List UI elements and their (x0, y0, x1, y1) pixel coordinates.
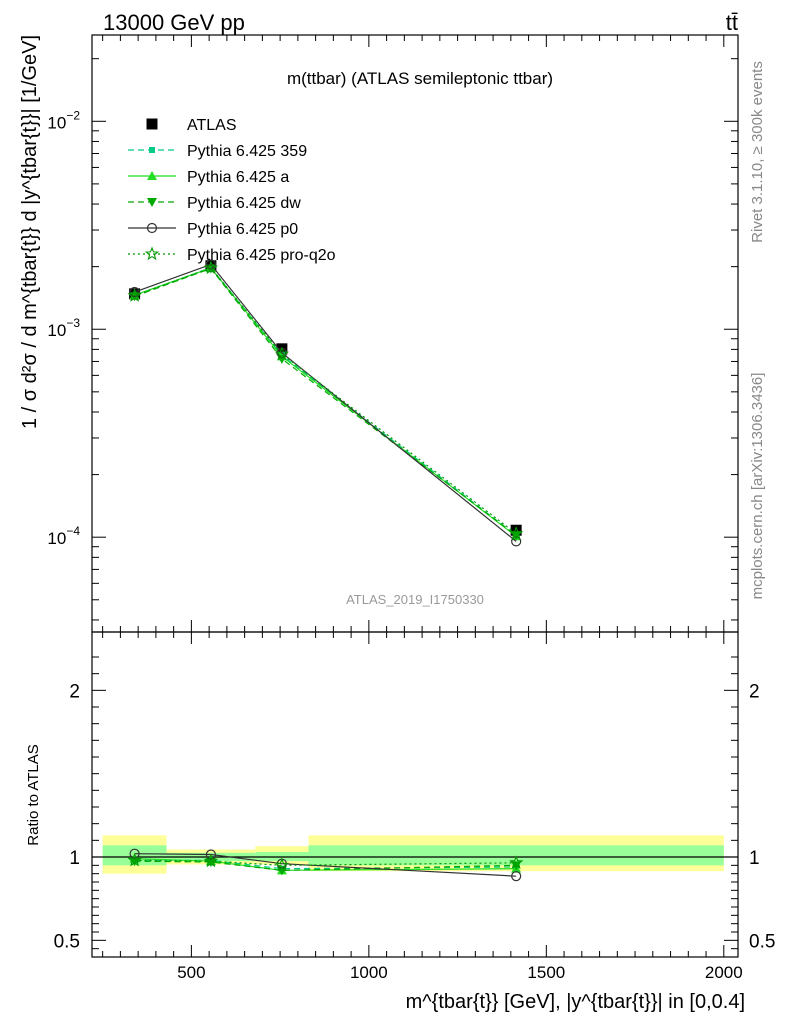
ratio-series-pythia-6-425-dw-point (276, 866, 287, 876)
legend-label: ATLAS (187, 117, 237, 134)
series-pythia-6-425-pro-q2o-line (134, 267, 517, 535)
legend-label: Pythia 6.425 p0 (187, 221, 298, 238)
ratio-y-tick-label: 2 (69, 681, 80, 702)
y-tick-label: 10−2 (47, 108, 80, 132)
watermark: ATLAS_2019_I1750330 (346, 592, 484, 607)
legend-marker (144, 246, 160, 261)
ratio-y-tick-label: 1 (69, 848, 80, 869)
series-pythia-6-425-pro-q2o-point (274, 346, 290, 361)
ratio-series-pythia-6-425-dw-point (129, 857, 140, 867)
y-tick-label: 10−4 (47, 524, 80, 548)
series-pythia-6-425-pro-q2o-point (127, 288, 142, 302)
ratio-series-pythia-6-425-p0-point (205, 849, 217, 860)
ratio-series-pythia-6-425-dw-line (134, 860, 517, 871)
ratio-y-tick-label-right: 1 (749, 848, 760, 869)
ratio-band-inner (308, 845, 724, 866)
series-atlas-point (510, 524, 522, 536)
x-tick-label: 500 (177, 963, 205, 982)
ratio-y-axis-title: Ratio to ATLAS (25, 744, 42, 845)
ratio-series-pythia-6-425-p0-point (511, 871, 522, 882)
legend-label: Pythia 6.425 dw (187, 195, 301, 212)
legend-marker (147, 198, 157, 207)
ratio-y-tick-label-right: 0.5 (749, 931, 775, 952)
x-axis-title: m^{tbar{t}} [GeV], |y^{tbar{t}}| in [0,0… (406, 991, 745, 1013)
x-tick-label: 1000 (350, 963, 388, 982)
legend-marker (147, 171, 157, 180)
y-tick-label: 10−3 (47, 316, 80, 340)
ratio-y-tick-label-right: 2 (749, 681, 760, 702)
ratio-plot-frame (91, 631, 739, 958)
ratio-series-pythia-6-425-p0-point (129, 848, 140, 859)
ratio-y-tick-label: 0.5 (54, 931, 80, 952)
legend-label: Pythia 6.425 359 (187, 143, 307, 160)
legend-label: Pythia 6.425 pro-q2o (187, 247, 336, 264)
plot-title: m(ttbar) (ATLAS semileptonic ttbar) (287, 69, 553, 88)
y-axis-title: 1 / σ d²σ / d m^{tbar{t}} d |y^{tbar{t}}… (19, 35, 41, 429)
x-tick-label: 1500 (527, 963, 565, 982)
ratio-series-pythia-6-425-pro-q2o-point (127, 852, 142, 867)
legend-marker (149, 147, 155, 153)
legend-marker (146, 118, 158, 130)
ratio-series-pythia-6-425-p0-line (134, 853, 517, 877)
series-pythia-6-425-p0-point (129, 286, 140, 298)
series-pythia-6-425-p0-line (134, 263, 517, 542)
ratio-series-pythia-6-425-pro-q2o-line (134, 859, 517, 866)
rivet-label: Rivet 3.1.10, ≥ 300k events (749, 61, 766, 243)
ratio-series-pythia-6-425-pro-q2o-point (203, 853, 219, 868)
header-left: 13000 GeV pp (103, 10, 245, 35)
legend-marker (146, 222, 158, 234)
header-right: tt̄ (726, 10, 738, 35)
legend-label: Pythia 6.425 a (187, 169, 289, 186)
series-pythia-6-425-pro-q2o-point (509, 526, 524, 540)
mcplots-label: mcplots.cern.ch [arXiv:1306.3436] (749, 373, 766, 600)
x-tick-label: 2000 (705, 963, 743, 982)
ratio-series-pythia-6-425-pro-q2o-point (274, 857, 290, 872)
series-pythia-6-425-pro-q2o-point (203, 260, 219, 275)
ratio-series-pythia-6-425-pro-q2o-point (509, 855, 524, 869)
ratio-series-pythia-6-425-dw-point (205, 858, 216, 867)
